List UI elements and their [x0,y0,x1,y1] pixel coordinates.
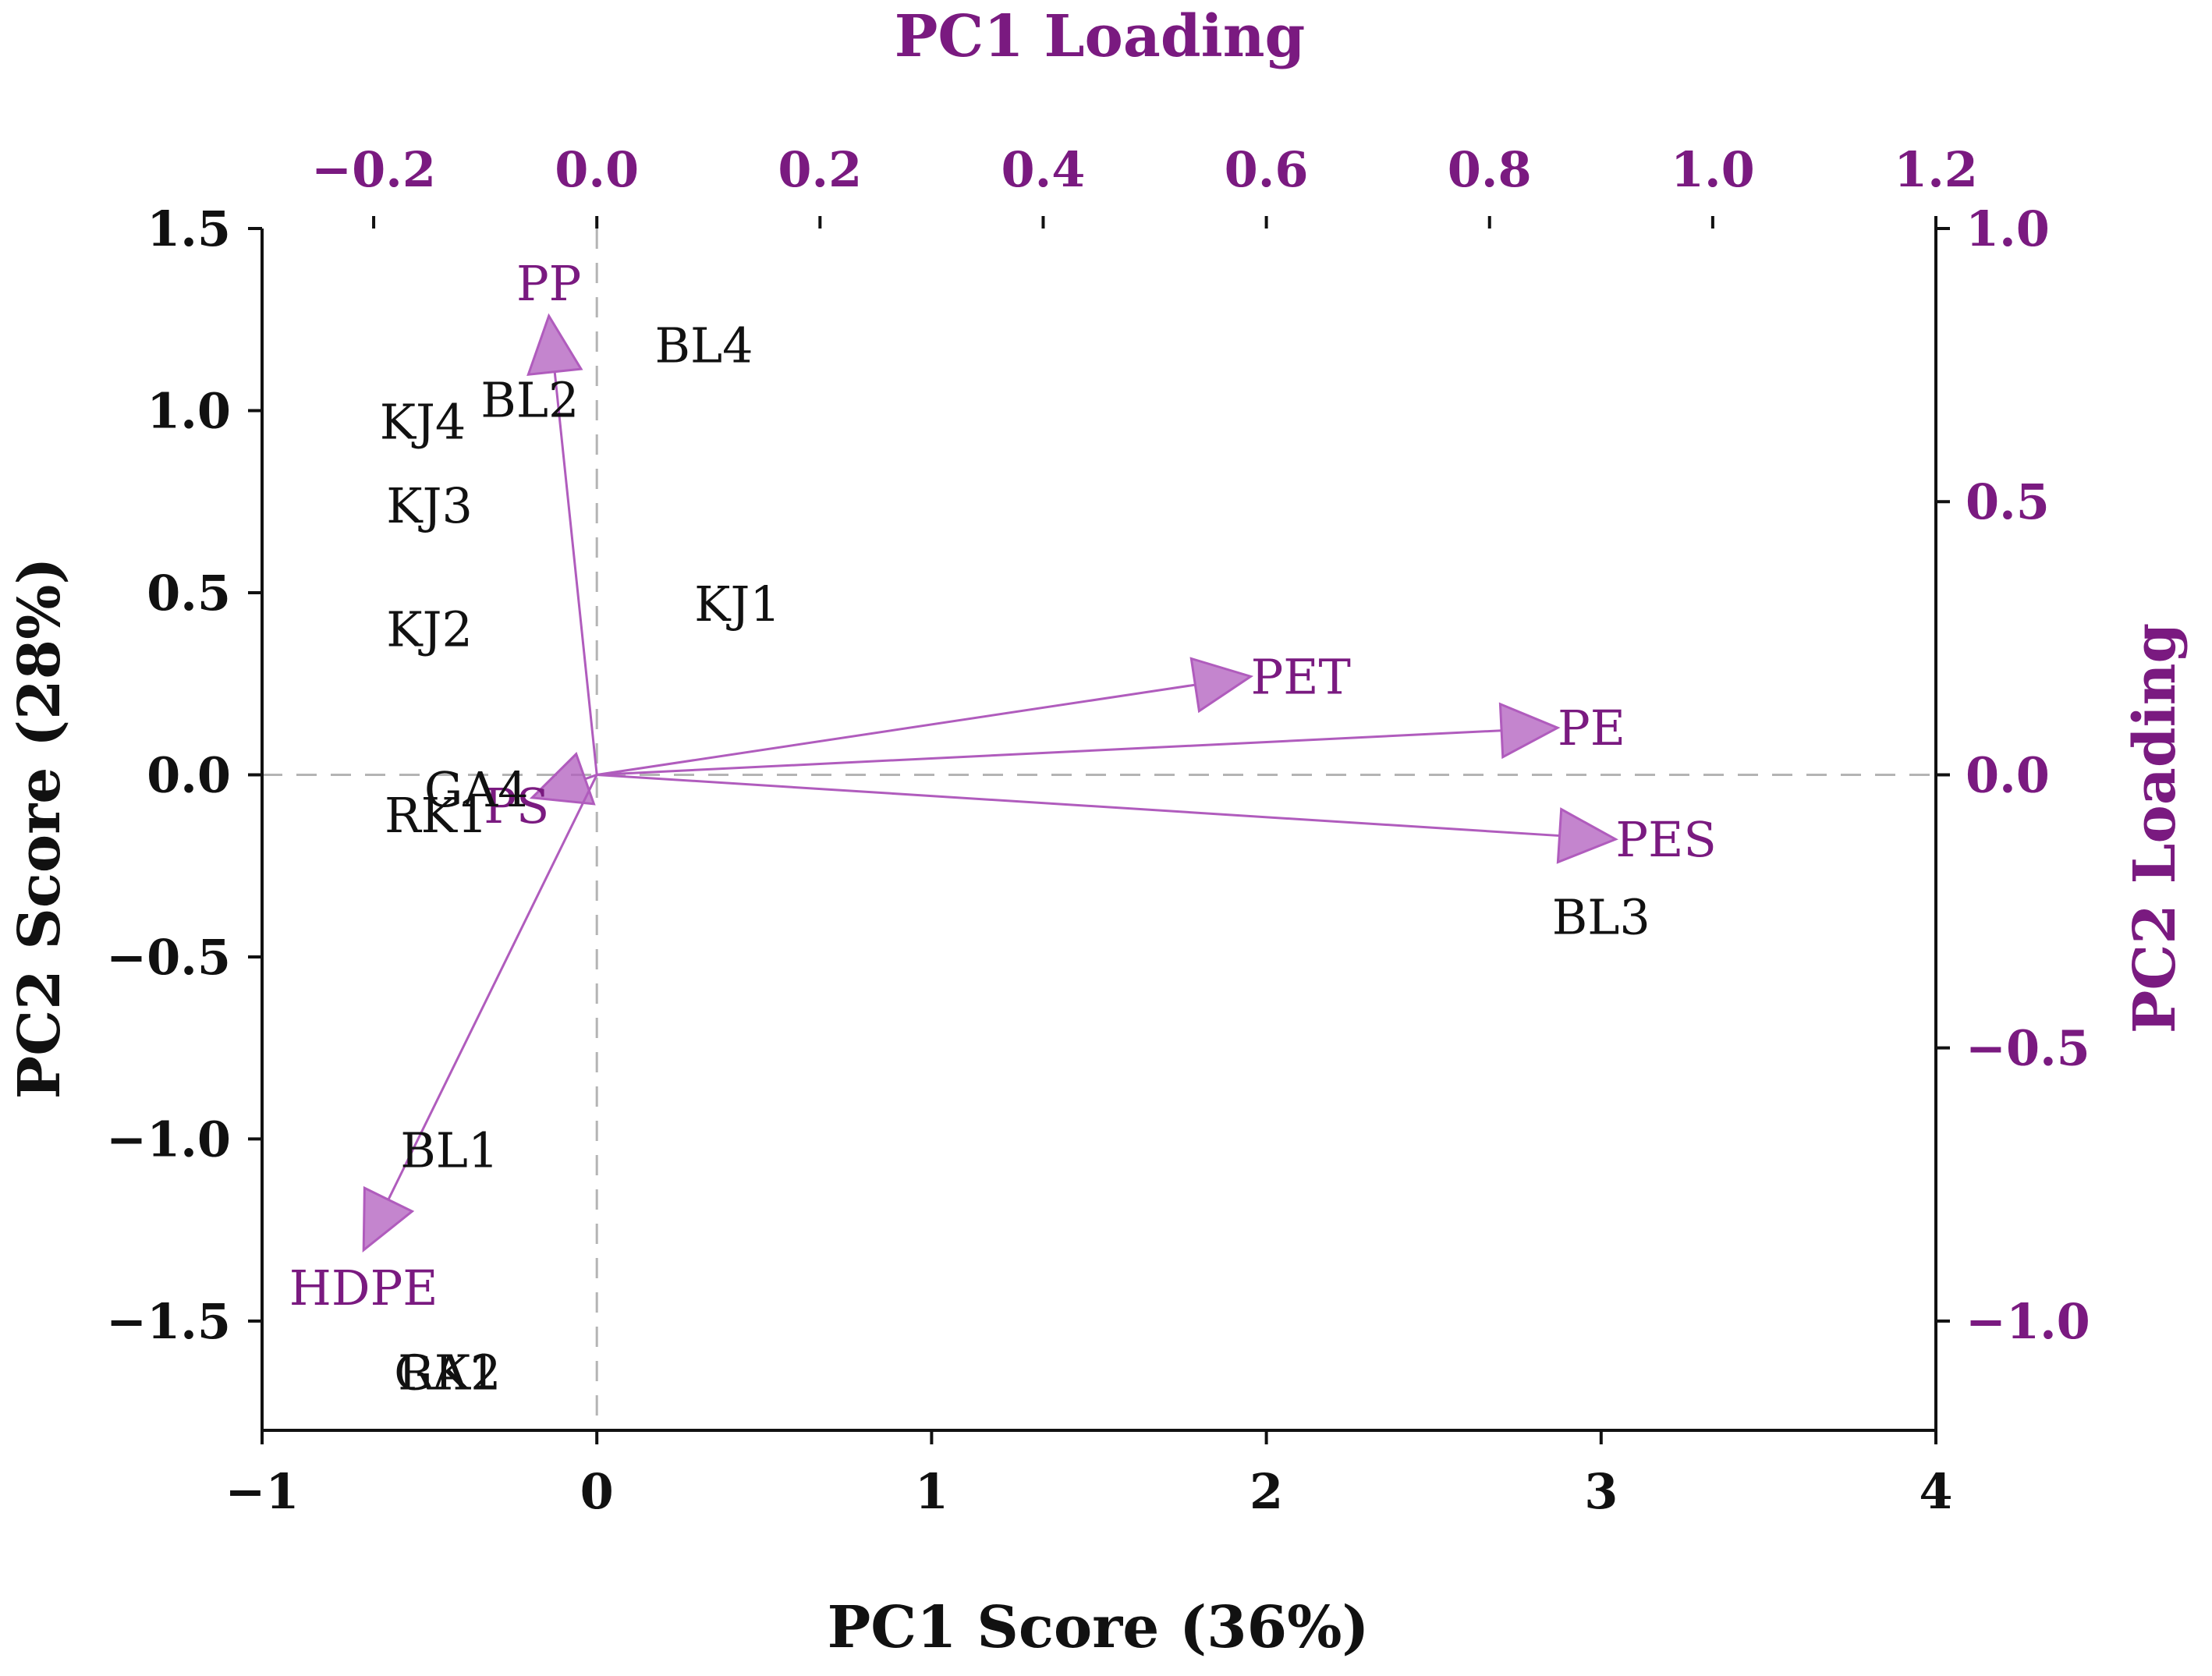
score-label-bl2: BL2 [480,371,579,428]
loading-label-ps: PS [484,778,549,834]
loading-label-pe: PE [1558,700,1625,757]
y-axis-right: 1.0 0.5 0.0 −0.5 −1.0 [1936,200,2090,1350]
origin-guides [262,229,1936,1430]
top-tick-label: 0.8 [1448,141,1532,198]
top-tick-label: 1.0 [1671,141,1755,198]
score-label-kj3: KJ3 [386,477,473,534]
loading-vector-ps [584,774,597,781]
right-tick-label: 1.0 [1966,200,2050,257]
loading-vector-pp [553,371,598,775]
top-tick-label: 0.2 [778,141,862,198]
right-tick-label: 0.0 [1966,746,2050,803]
y-tick-label: −1.0 [106,1111,231,1168]
loading-arrowhead-ps [529,752,596,806]
loading-label-hdpe: HDPE [289,1260,438,1316]
score-label-bl4: BL4 [654,317,753,374]
loading-arrowhead-pet [1189,657,1254,714]
plot-frame [261,229,1937,1432]
loading-vector-pes [597,773,1560,838]
x-tick-label: 3 [1584,1463,1618,1520]
y-axis-left: 1.5 1.0 0.5 0.0 −0.5 −1.0 −1.5 [106,200,262,1350]
y-tick-label: 1.5 [147,200,231,257]
score-label-kj1: KJ1 [694,576,781,632]
loading-arrowhead-pp [526,313,583,376]
loading-label-pp: PP [516,255,581,312]
loading-label-pes: PES [1615,811,1716,868]
loading-vector-pet [596,683,1196,776]
x-tick-label: 2 [1250,1463,1283,1520]
loading-arrowhead-pe [1498,702,1561,760]
x-axis-top: −0.2 0.0 0.2 0.4 0.6 0.8 1.0 1.2 [311,141,1978,229]
right-tick-label: −1.0 [1966,1293,2090,1350]
top-tick-label: −0.2 [311,141,436,198]
x-tick-label: 4 [1919,1463,1952,1520]
loading-arrowhead-pes [1556,807,1618,864]
loading-vector-pe [597,729,1502,776]
x-tick-label: −1 [225,1463,299,1520]
loading-label-pet: PET [1251,648,1351,705]
score-label-bl3: BL3 [1552,889,1650,946]
score-label-ga4: GA4 [424,761,529,818]
score-label-kj2: KJ2 [386,601,473,658]
right-tick-label: 0.5 [1966,473,2050,530]
top-tick-label: 0.0 [555,141,639,198]
score-label-ga1: GA1 [394,1344,498,1401]
score-label-bl1: BL1 [400,1121,498,1178]
loading-vector-hdpe [387,774,598,1200]
top-tick-label: 0.4 [1001,141,1086,198]
score-label-rk2: RK2 [398,1344,501,1401]
score-label-rk1: RK1 [385,787,487,844]
x-axis-title: PC1 Score (36%) [828,1594,1370,1661]
loading-vectors: PP PS HDPE PET PE PES [289,255,1717,1316]
loading-arrowhead-hdpe [362,1185,415,1253]
top-axis-title: PC1 Loading [895,3,1306,70]
right-tick-label: −0.5 [1966,1020,2090,1077]
y-tick-label: 0.5 [147,565,231,622]
y-tick-label: −1.5 [106,1293,231,1350]
x-axis-bottom: −1 0 1 2 3 4 [225,1430,1953,1520]
x-tick-label: 1 [915,1463,948,1520]
y-tick-label: 0.0 [147,746,231,803]
y-axis-title: PC2 Score (28%) [6,558,73,1100]
right-axis-title: PC2 Loading [2122,623,2189,1034]
y-tick-label: −0.5 [106,929,231,986]
y-tick-label: 1.0 [147,382,231,439]
x-tick-label: 0 [580,1463,614,1520]
top-tick-label: 1.2 [1894,141,1978,198]
score-label-kj4: KJ4 [380,393,466,450]
top-tick-label: 0.6 [1225,141,1309,198]
